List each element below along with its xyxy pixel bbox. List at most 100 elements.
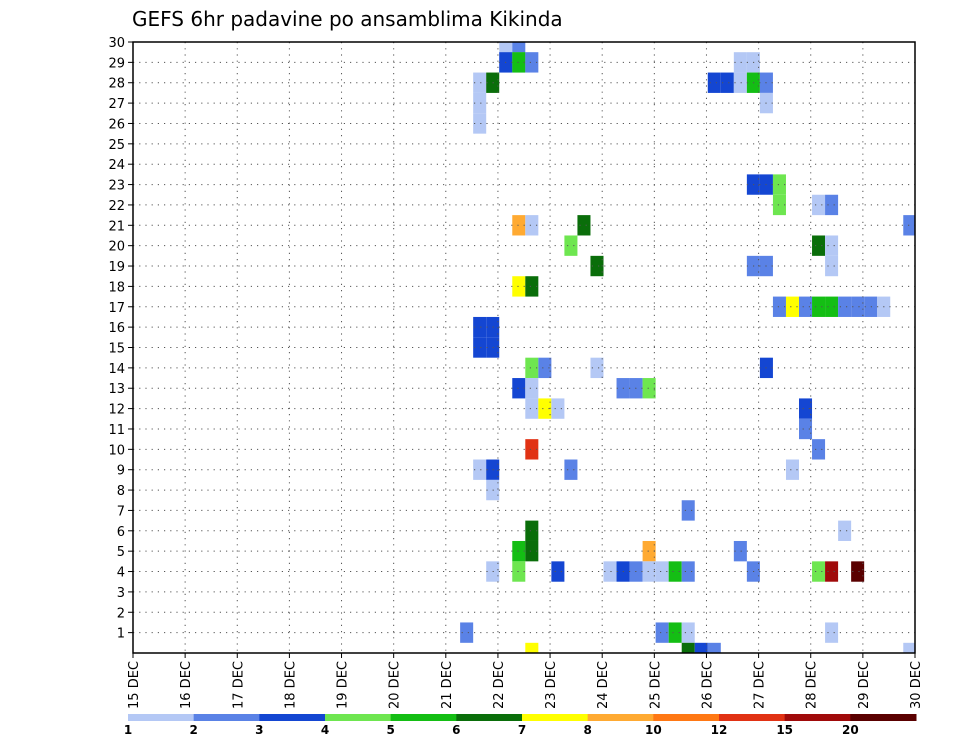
- legend-swatch: [587, 714, 654, 721]
- heatmap-cell-79: [733, 540, 747, 562]
- x-tick-label: 27 DEC: [753, 661, 768, 709]
- heatmap-cell-7: [473, 72, 487, 93]
- heatmap-cell-62: [538, 398, 552, 419]
- legend-label: 6: [452, 723, 460, 737]
- x-tick-label: 24 DEC: [596, 661, 611, 709]
- x-tick-label: 19 DEC: [336, 661, 351, 709]
- y-tick-label: 15: [108, 342, 125, 357]
- legend-swatch: [456, 714, 523, 721]
- y-tick-label: 9: [117, 464, 125, 479]
- heatmap-cell-83: [603, 561, 617, 582]
- y-axis: 1234567891011121314151617181920212223242…: [108, 36, 133, 642]
- x-tick-label: 17 DEC: [231, 661, 246, 709]
- color-legend: 1 2 3 4 5 6 7 8 10 12 15 20: [124, 714, 917, 737]
- legend-label: 10: [645, 723, 662, 737]
- legend-label: 8: [583, 723, 591, 737]
- heatmap-cells: [460, 42, 915, 653]
- y-tick-label: 28: [108, 77, 125, 92]
- legend-swatch: [390, 714, 457, 721]
- legend-label: 12: [711, 723, 728, 737]
- heatmap-cell-66: [525, 439, 539, 460]
- heatmap-cell-68: [473, 459, 487, 480]
- heatmap-cell-73: [681, 500, 695, 521]
- heatmap-cell-42: [812, 296, 826, 317]
- heatmap-cell-97: [681, 622, 695, 643]
- heatmap-cell-65: [799, 418, 813, 440]
- y-tick-label: 3: [117, 586, 125, 601]
- heatmap-cell-95: [655, 622, 669, 643]
- heatmap-cell-5: [512, 52, 526, 73]
- x-tick-label: 20 DEC: [388, 661, 403, 709]
- heatmap-cell-74: [525, 520, 539, 541]
- legend-label: 15: [776, 723, 793, 737]
- legend-label: 5: [386, 723, 394, 737]
- heatmap-cell-38: [525, 276, 539, 297]
- heatmap-cell-36: [825, 255, 839, 277]
- heatmap-cell-24: [825, 194, 839, 216]
- x-tick-label: 26 DEC: [700, 661, 715, 709]
- heatmap-cell-98: [825, 622, 839, 643]
- heatmap-cell-44: [838, 296, 852, 317]
- heatmap-cell-70: [564, 459, 578, 480]
- heatmap-cell-92: [825, 561, 839, 582]
- x-tick-label: 18 DEC: [283, 661, 298, 709]
- x-tick-label: 28 DEC: [805, 661, 820, 709]
- heatmap-cell-76: [512, 540, 526, 562]
- heatmap-cell-64: [799, 398, 813, 419]
- y-tick-label: 12: [108, 403, 125, 418]
- heatmap-cell-82: [551, 561, 565, 582]
- heatmap-cell-10: [473, 113, 487, 134]
- heatmap-cell-77: [525, 540, 539, 562]
- x-tick-label: 21 DEC: [440, 661, 455, 709]
- heatmap-cell-94: [460, 622, 474, 643]
- heatmap-cell-54: [590, 357, 604, 379]
- heatmap-cell-27: [577, 215, 591, 236]
- heatmap-cell-32: [825, 235, 839, 256]
- heatmap-cell-9: [473, 92, 487, 114]
- y-tick-label: 19: [108, 260, 125, 275]
- legend-swatch: [653, 714, 720, 721]
- x-tick-label: 15 DEC: [127, 661, 142, 709]
- heatmap-cell-13: [720, 72, 734, 93]
- y-tick-label: 2: [117, 606, 125, 621]
- heatmap-cell-81: [512, 561, 526, 582]
- heatmap-cell-67: [812, 439, 826, 460]
- legend-swatch: [784, 714, 851, 721]
- heatmap-cell-14: [733, 72, 747, 93]
- heatmap-cell-71: [785, 459, 800, 480]
- y-tick-label: 20: [108, 240, 125, 255]
- y-tick-label: 10: [108, 443, 125, 458]
- heatmap-cell-103: [903, 642, 915, 653]
- heatmap-cell-50: [473, 337, 487, 358]
- heatmap-cell-26: [525, 215, 539, 236]
- y-tick-label: 11: [108, 423, 125, 438]
- chart-title: GEFS 6hr padavine po ansamblima Kikinda: [132, 7, 563, 31]
- heatmap-cell-40: [785, 296, 800, 317]
- heatmap-cell-37: [512, 276, 526, 297]
- x-tick-label: 29 DEC: [857, 661, 872, 709]
- heatmap-cell-91: [812, 561, 826, 582]
- heatmap-cell-88: [668, 561, 682, 582]
- heatmap-cell-21: [772, 174, 786, 195]
- y-tick-label: 18: [108, 280, 125, 295]
- heatmap-cell-0: [499, 42, 513, 53]
- heatmap-cell-57: [525, 378, 539, 399]
- y-tick-label: 16: [108, 321, 125, 336]
- y-tick-label: 17: [108, 301, 125, 316]
- legend-swatch: [522, 714, 589, 721]
- heatmap-cell-23: [812, 194, 826, 216]
- legend-label: 1: [124, 723, 132, 737]
- heatmap-cell-45: [851, 296, 865, 317]
- y-tick-label: 21: [108, 219, 125, 234]
- heatmap-cell-1: [512, 42, 526, 53]
- x-tick-label: 25 DEC: [648, 661, 663, 709]
- x-tick-label: 22 DEC: [492, 661, 507, 709]
- y-tick-label: 7: [117, 504, 125, 519]
- heatmap-cell-78: [642, 540, 656, 562]
- heatmap-cell-75: [838, 520, 852, 541]
- heatmap-cell-56: [512, 378, 526, 399]
- y-tick-label: 23: [108, 179, 125, 194]
- heatmap-cell-100: [694, 642, 708, 653]
- heatmap-cell-11: [733, 52, 747, 73]
- x-tick-label: 30 DEC: [909, 661, 924, 709]
